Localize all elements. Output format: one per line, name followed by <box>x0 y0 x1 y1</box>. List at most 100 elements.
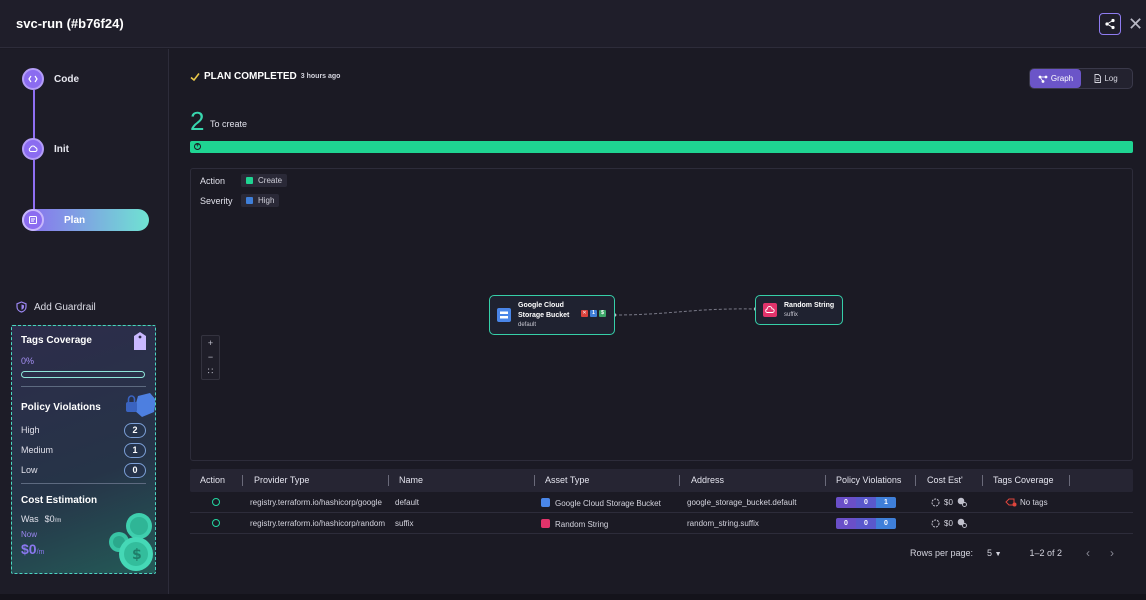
column-header[interactable]: Address <box>691 475 725 485</box>
guardrail-label: Add Guardrail <box>34 301 96 313</box>
zoom-out-button[interactable]: − <box>207 352 214 362</box>
policy-row-high: High 2 <box>21 422 146 438</box>
name-cell: suffix <box>395 519 414 528</box>
column-divider <box>982 475 983 486</box>
tag-icon <box>134 332 146 350</box>
node-name: Google Cloud <box>518 301 564 309</box>
zoom-controls: + − ∷ <box>201 335 220 380</box>
policy-violations-title: Policy Violations <box>21 402 101 413</box>
storage-bucket-icon <box>541 498 550 507</box>
plan-main: PLAN COMPLETED 3 hours ago Graph Log 2 T… <box>170 49 1146 594</box>
random-string-icon <box>541 519 550 528</box>
bottom-strip <box>0 594 1146 600</box>
column-header[interactable]: Cost Est' <box>927 475 963 485</box>
column-header[interactable]: Provider Type <box>254 475 310 485</box>
step-label: Init <box>54 143 69 155</box>
violation-count: 2 <box>124 422 146 438</box>
plan-status: PLAN COMPLETED 3 hours ago <box>190 71 340 82</box>
plan-icon <box>22 209 44 231</box>
view-toggle: Graph Log <box>1029 68 1133 89</box>
tags-coverage-bar <box>21 371 145 378</box>
policy-row-low: Low 0 <box>21 462 146 478</box>
info-icon[interactable] <box>957 518 967 528</box>
rows-per-page-value: 5 <box>987 548 993 558</box>
violation-count: 0 <box>124 462 146 478</box>
no-tag-icon <box>1005 498 1017 507</box>
node-subtitle: suffix <box>784 311 798 318</box>
graph-view-label: Graph <box>1050 74 1074 83</box>
cost-was-label: Was <box>21 514 39 524</box>
column-divider <box>825 475 826 486</box>
code-icon <box>22 68 44 90</box>
column-header[interactable]: Action <box>200 475 226 485</box>
legend-chip-create[interactable]: Create <box>241 174 288 187</box>
step-code[interactable]: Code <box>22 68 79 90</box>
rows-per-page-select[interactable]: 5 ▼ <box>987 548 1001 558</box>
coin-icon <box>931 519 940 527</box>
graph-view-button[interactable]: Graph <box>1030 69 1081 88</box>
previous-page-icon[interactable]: ‹ <box>1086 546 1091 560</box>
cost-was-value: $0 <box>44 514 55 524</box>
create-progress-bar: + <box>190 141 1133 153</box>
provider-cell: registry.terraform.io/hashicorp/random <box>250 519 386 528</box>
next-page-icon[interactable]: › <box>1110 546 1115 560</box>
swatch <box>246 177 253 184</box>
create-count: 2 <box>190 106 205 136</box>
graph-node-storage-bucket[interactable]: Google Cloud Storage Bucket default ✕ 1 … <box>489 295 615 335</box>
tags-cell: No tags <box>1005 497 1048 507</box>
severity-label: Low <box>21 465 38 475</box>
severity-label: Medium <box>21 445 54 455</box>
add-guardrail-button[interactable]: Add Guardrail <box>16 301 96 313</box>
column-divider <box>1069 475 1070 486</box>
graph-edge <box>612 307 758 317</box>
node-subtitle: default <box>518 321 537 328</box>
pv-medium: 0 <box>856 518 876 529</box>
step-label: Code <box>54 73 79 85</box>
info-icon[interactable] <box>957 497 967 507</box>
cost-value: $0 <box>944 497 953 507</box>
graph-icon <box>1038 75 1048 83</box>
cost-value: $0 <box>944 518 953 528</box>
address-cell: google_storage_bucket.default <box>687 498 797 507</box>
node-policy-badges: ✕ 1 $ <box>581 310 608 317</box>
asset-type-cell: Google Cloud Storage Bucket <box>541 498 661 508</box>
table-row[interactable]: registry.terraform.io/hashicorp/random s… <box>190 513 1133 534</box>
column-header[interactable]: Asset Type <box>545 475 590 485</box>
step-init[interactable]: Init <box>22 138 69 160</box>
swatch <box>246 197 253 204</box>
column-header[interactable]: Policy Violations <box>836 475 902 485</box>
log-view-button[interactable]: Log <box>1081 69 1131 88</box>
zoom-in-button[interactable]: + <box>207 338 214 348</box>
cost-now: $0/m <box>21 541 44 557</box>
column-header[interactable]: Tags Coverage <box>993 475 1054 485</box>
log-view-label: Log <box>1104 74 1118 83</box>
step-label: Plan <box>64 214 86 226</box>
resource-graph[interactable]: Action Create Severity High Google Cloud… <box>190 168 1133 461</box>
asset-type-label: Google Cloud Storage Bucket <box>555 499 661 508</box>
column-divider <box>388 475 389 486</box>
table-row[interactable]: registry.terraform.io/hashicorp/google d… <box>190 492 1133 513</box>
plus-icon: + <box>194 143 201 150</box>
fit-view-button[interactable]: ∷ <box>207 366 214 376</box>
share-button[interactable] <box>1099 13 1121 35</box>
legend-chip-label: Create <box>258 176 283 185</box>
cost-was-unit: /m <box>54 518 62 524</box>
coin-icon <box>931 498 940 506</box>
create-action-icon <box>212 519 220 527</box>
cloud-icon <box>22 138 44 160</box>
page-title: svc-run (#b76f24) <box>16 16 124 31</box>
asset-type-label: Random String <box>555 520 609 529</box>
tags-coverage-title: Tags Coverage <box>21 335 92 346</box>
asset-type-cell: Random String <box>541 519 608 529</box>
close-icon[interactable]: ✕ <box>1128 14 1144 34</box>
step-plan[interactable]: Plan <box>22 209 149 231</box>
share-icon <box>1105 18 1115 30</box>
column-header[interactable]: Name <box>399 475 424 485</box>
legend-chip-high[interactable]: High <box>241 194 280 207</box>
legend-severity: Severity High <box>200 194 280 207</box>
graph-node-random-string[interactable]: Random String suffix <box>755 295 843 325</box>
storage-bucket-icon <box>497 308 511 322</box>
badge: 1 <box>590 310 597 317</box>
plan-status-text: PLAN COMPLETED <box>204 71 297 82</box>
column-divider <box>534 475 535 486</box>
